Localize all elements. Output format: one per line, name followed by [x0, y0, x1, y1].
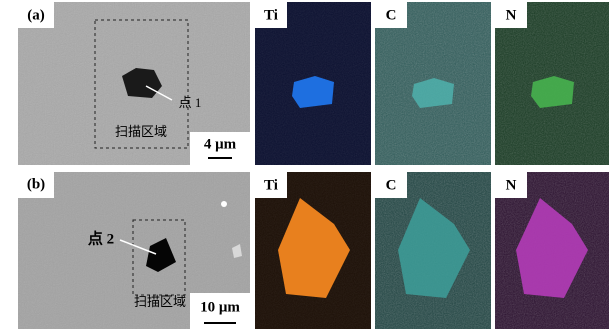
point-label: 点 1: [179, 95, 202, 110]
point-label: 点 2: [88, 230, 114, 247]
element-label: Ti: [264, 177, 278, 193]
map-ti-a: Ti: [255, 2, 371, 165]
scan-area-label: 扫描区域: [115, 124, 167, 139]
scan-area-label: 扫描区域: [134, 294, 186, 309]
element-label: N: [506, 7, 517, 23]
map-c-b: C: [375, 172, 491, 329]
map-c-a: C: [375, 2, 491, 165]
sem-image-a: (a) 点 1 扫描区域 4 μm: [18, 2, 250, 165]
panel-label: (a): [27, 7, 45, 23]
map-ti-b: Ti: [255, 172, 371, 329]
element-label: C: [386, 7, 397, 23]
map-n-b: N: [495, 172, 609, 329]
panel-label: (b): [27, 176, 45, 192]
sem-image-b: (b) 点 2 扫描区域 10 μm: [18, 172, 250, 329]
element-label: Ti: [264, 7, 278, 23]
map-n-a: N: [495, 2, 609, 165]
element-label: N: [506, 177, 517, 193]
figure: (a) 点 1 扫描区域 4 μm Ti C N (b): [0, 0, 609, 331]
scale-bar-label: 4 μm: [204, 136, 237, 152]
scale-bar-label: 10 μm: [200, 299, 240, 315]
element-label: C: [386, 177, 397, 193]
